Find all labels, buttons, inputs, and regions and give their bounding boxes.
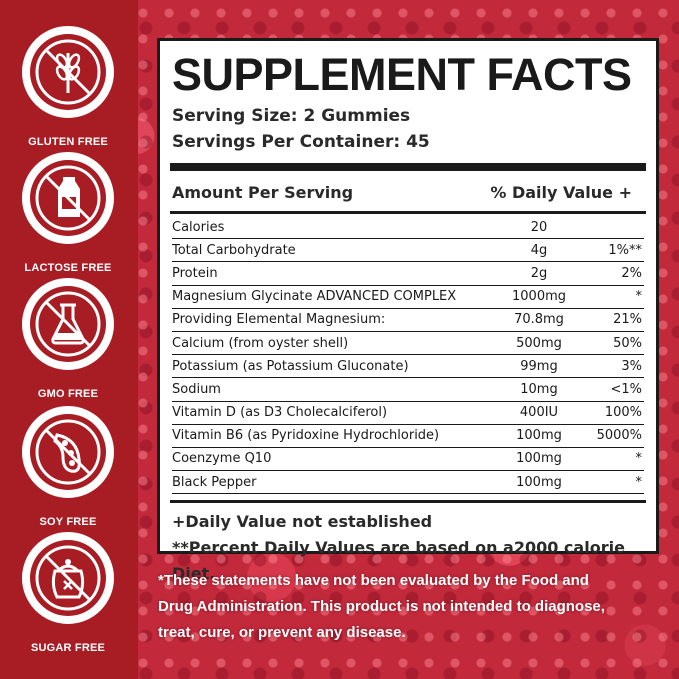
soy-free-badge: SOY FREE — [22, 406, 114, 528]
soybean-icon — [22, 406, 114, 498]
nutrient-name: Vitamin D (as D3 Cholecalciferol) — [172, 405, 388, 421]
nutrient-amount: 100mg — [516, 474, 562, 490]
nutrient-name: Vitamin B6 (as Pyridoxine Hydrochloride) — [172, 428, 440, 444]
nutrient-row: Magnesium Glycinate ADVANCED COMPLEX 1000… — [172, 286, 644, 309]
nutrient-daily-value: * — [635, 474, 643, 490]
nutrient-row: Protein 2g 2% — [172, 262, 644, 286]
thick-divider — [170, 163, 646, 171]
free-from-sidebar: GLUTEN FREE LACTOSE FREE — [0, 0, 138, 679]
nutrient-name: Calories — [172, 219, 225, 235]
amount-per-serving-label: Amount Per Serving — [172, 182, 354, 202]
nutrient-amount: 2g — [530, 265, 548, 281]
badge-label: LACTOSE FREE — [24, 262, 112, 274]
badge-label: SUGAR FREE — [30, 642, 106, 654]
nutrient-amount: 500mg — [516, 335, 562, 351]
nutrient-row: Providing Elemental Magnesium: 70.8mg 21% — [172, 309, 644, 332]
nutrient-name: Magnesium Glycinate ADVANCED COMPLEX — [172, 289, 457, 305]
footnote-daily-value: +Daily Value not established — [172, 512, 433, 532]
nutrient-amount: 99mg — [520, 358, 558, 374]
nutrient-amount: 4g — [530, 242, 548, 258]
lactose-free-badge: LACTOSE FREE — [22, 152, 114, 274]
nutrient-daily-value: <1% — [610, 381, 642, 397]
nutrient-amount: 100mg — [516, 451, 562, 467]
nutrient-row: Calories 20 — [172, 216, 644, 240]
fda-disclaimer: *These statements have not been evaluate… — [158, 568, 668, 646]
nutrient-amount: 70.8mg — [514, 312, 564, 328]
nutrient-row: Sodium 10mg <1% — [172, 378, 644, 402]
nutrient-daily-value: 100% — [604, 405, 642, 421]
footnote-percent: **Percent Daily Values are based on a200… — [172, 538, 625, 584]
nutrient-name: Calcium (from oyster shell) — [172, 335, 349, 351]
milk-carton-icon — [22, 152, 114, 244]
nutrient-name: Total Carbohydrate — [172, 242, 296, 258]
nutrient-amount: 10mg — [520, 381, 558, 397]
nutrient-row: Black Pepper 100mg * — [172, 471, 644, 495]
facts-title: SUPPLEMENT FACTS — [172, 49, 632, 100]
servings-per-container: Servings Per Container: 45 — [172, 132, 430, 152]
nutrient-row: Total Carbohydrate 4g 1%** — [172, 239, 644, 263]
wheat-icon — [22, 26, 114, 118]
gmo-free-badge: GMO FREE — [22, 278, 114, 400]
nutrient-table: Calories 20 Total Carbohydrate 4g 1%** Protei… — [172, 216, 644, 495]
nutrient-amount: 1000mg — [512, 289, 566, 305]
nutrient-name: Potassium (as Potassium Gluconate) — [172, 358, 409, 374]
nutrient-daily-value: 5000% — [596, 428, 642, 444]
footer-divider — [170, 500, 646, 504]
sugar-free-badge: SUGAR FREE — [22, 532, 114, 654]
serving-size: Serving Size: 2 Gummies — [172, 106, 411, 126]
nutrient-daily-value: 21% — [613, 312, 642, 328]
gluten-free-badge: GLUTEN FREE — [22, 26, 114, 148]
badge-label: GLUTEN FREE — [28, 136, 108, 148]
nutrient-name: Providing Elemental Magnesium: — [172, 312, 386, 328]
nutrient-daily-value: 3% — [621, 358, 642, 374]
nutrient-row: Coenzyme Q10 100mg * — [172, 448, 644, 472]
nutrient-name: Coenzyme Q10 — [172, 451, 272, 467]
supplement-facts-panel: SUPPLEMENT FACTS Serving Size: 2 Gummies… — [157, 38, 659, 583]
sugar-jar-icon — [22, 532, 114, 624]
nutrient-daily-value: * — [635, 451, 643, 467]
nutrient-daily-value: 1%** — [608, 242, 642, 258]
nutrient-name: Black Pepper — [172, 474, 257, 490]
nutrient-name: Sodium — [172, 381, 221, 397]
nutrient-daily-value: 50% — [613, 335, 642, 351]
nutrient-amount: 400IU — [519, 405, 559, 421]
nutrient-daily-value: * — [635, 289, 643, 305]
nutrient-row: Potassium (as Potassium Gluconate) 99mg 3% — [172, 355, 644, 379]
nutrient-row: Vitamin D (as D3 Cholecalciferol) 400IU 10… — [172, 402, 644, 425]
nutrient-name: Protein — [172, 265, 218, 281]
disclaimer-line: treat, cure, or prevent any disease. — [158, 624, 406, 641]
nutrient-amount: 100mg — [516, 428, 562, 444]
amount-header-row: Amount Per Serving % Daily Value + — [172, 177, 644, 207]
nutrient-amount: 20 — [530, 219, 548, 235]
daily-value-header: % Daily Value + — [490, 182, 632, 202]
badge-label: GMO FREE — [37, 388, 99, 400]
nutrient-row: Calcium (from oyster shell) 500mg 50% — [172, 332, 644, 356]
nutrient-row: Vitamin B6 (as Pyridoxine Hydrochloride)… — [172, 425, 644, 448]
badge-label: SOY FREE — [39, 516, 97, 528]
flask-icon — [22, 278, 114, 370]
disclaimer-line: *These statements have not been evaluate… — [158, 572, 589, 589]
disclaimer-line: Drug Administration. This product is not… — [158, 598, 605, 615]
header-divider — [170, 211, 646, 214]
nutrient-daily-value: 2% — [621, 265, 642, 281]
